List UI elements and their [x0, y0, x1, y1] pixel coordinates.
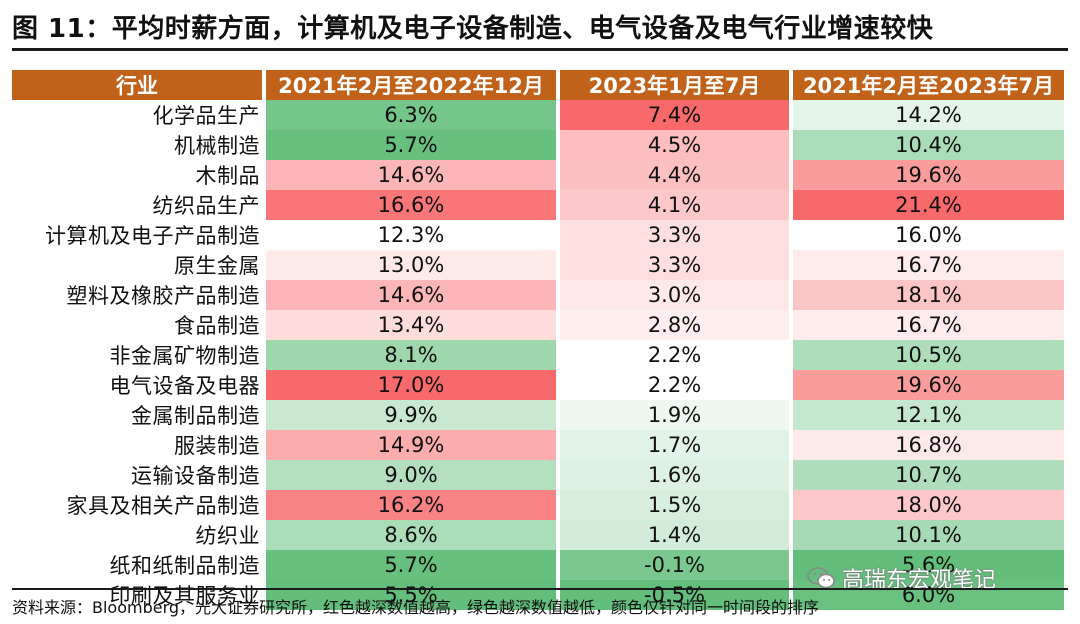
period-3-cell: 10.7%	[789, 460, 1064, 490]
column-header-period-3: 2021年2月至2023年7月	[789, 70, 1064, 100]
period-2-cell: 3.0%	[556, 280, 791, 310]
period-2-cell: 4.5%	[556, 130, 791, 160]
period-2-cell: -0.1%	[556, 550, 791, 580]
period-2-cell: 2.8%	[556, 310, 791, 340]
period-3-cell: 10.1%	[789, 520, 1064, 550]
period-3-cell: 19.6%	[789, 160, 1064, 190]
column-header-period-1: 2021年2月至2022年12月	[262, 70, 558, 100]
period-2-cell: 4.4%	[556, 160, 791, 190]
period-1-cell: 16.2%	[262, 490, 558, 520]
period-3-cell: 21.4%	[789, 190, 1064, 220]
period-2-cell: 2.2%	[556, 340, 791, 370]
footer-rule	[12, 588, 1068, 590]
industry-cell: 电气设备及电器	[109, 374, 260, 398]
industry-cell: 家具及相关产品制造	[66, 494, 260, 518]
period-3-cell: 10.5%	[789, 340, 1064, 370]
period-1-cell: 14.6%	[262, 160, 558, 190]
period-1-cell: 14.6%	[262, 280, 558, 310]
title-rule	[12, 48, 1068, 51]
period-3-cell: 6.0%	[789, 580, 1064, 610]
period-1-cell: 9.9%	[262, 400, 558, 430]
industry-cell: 原生金属	[174, 254, 260, 278]
figure-title: 图 11：平均时薪方面，计算机及电子设备制造、电气设备及电气行业增速较快	[12, 14, 934, 44]
period-3-cell: 18.0%	[789, 490, 1064, 520]
period-3-cell: 10.4%	[789, 130, 1064, 160]
table-row: 纺织品生产 16.6% 4.1% 21.4%	[12, 190, 1064, 220]
period-2-cell: 1.7%	[556, 430, 791, 460]
period-2-cell: 3.3%	[556, 250, 791, 280]
period-1-cell: 9.0%	[262, 460, 558, 490]
table-row: 纸和纸制品制造 5.7% -0.1% 5.6%	[12, 550, 1064, 580]
period-3-cell: 14.2%	[789, 100, 1064, 130]
industry-cell: 塑料及橡胶产品制造	[66, 284, 260, 308]
industry-cell: 食品制造	[174, 314, 260, 338]
table-row: 纺织业 8.6% 1.4% 10.1%	[12, 520, 1064, 550]
period-3-cell: 16.8%	[789, 430, 1064, 460]
period-1-cell: 8.1%	[262, 340, 558, 370]
table-row: 食品制造 13.4% 2.8% 16.7%	[12, 310, 1064, 340]
industry-cell: 纺织品生产	[152, 194, 260, 218]
industry-cell: 纸和纸制品制造	[109, 554, 260, 578]
industry-cell: 木制品	[195, 164, 260, 188]
period-3-cell: 16.0%	[789, 220, 1064, 250]
column-header-industry: 行业	[12, 70, 264, 100]
period-2-cell: 3.3%	[556, 220, 791, 250]
table-row: 塑料及橡胶产品制造 14.6% 3.0% 18.1%	[12, 280, 1064, 310]
period-3-cell: 16.7%	[789, 310, 1064, 340]
table-row: 化学品生产 6.3% 7.4% 14.2%	[12, 100, 1064, 130]
period-2-cell: 1.4%	[556, 520, 791, 550]
industry-cell: 服装制造	[174, 434, 260, 458]
period-1-cell: 12.3%	[262, 220, 558, 250]
table-row: 计算机及电子产品制造 12.3% 3.3% 16.0%	[12, 220, 1064, 250]
table-row: 木制品 14.6% 4.4% 19.6%	[12, 160, 1064, 190]
table-row: 原生金属 13.0% 3.3% 16.7%	[12, 250, 1064, 280]
period-1-cell: 6.3%	[262, 100, 558, 130]
period-2-cell: 4.1%	[556, 190, 791, 220]
period-2-cell: 7.4%	[556, 100, 791, 130]
industry-cell: 机械制造	[174, 134, 260, 158]
period-3-cell: 16.7%	[789, 250, 1064, 280]
period-1-cell: 5.7%	[262, 550, 558, 580]
period-1-cell: 13.0%	[262, 250, 558, 280]
heatmap-table: 行业 2021年2月至2022年12月 2023年1月至7月 2021年2月至2…	[12, 70, 1064, 610]
period-1-cell: 5.7%	[262, 130, 558, 160]
industry-cell: 计算机及电子产品制造	[45, 224, 260, 248]
period-2-cell: 2.2%	[556, 370, 791, 400]
table-header-row: 行业 2021年2月至2022年12月 2023年1月至7月 2021年2月至2…	[12, 70, 1064, 100]
period-1-cell: 13.4%	[262, 310, 558, 340]
table-row: 家具及相关产品制造 16.2% 1.5% 18.0%	[12, 490, 1064, 520]
table-row: 机械制造 5.7% 4.5% 10.4%	[12, 130, 1064, 160]
period-2-cell: 1.9%	[556, 400, 791, 430]
period-2-cell: 1.6%	[556, 460, 791, 490]
table-row: 金属制品制造 9.9% 1.9% 12.1%	[12, 400, 1064, 430]
period-1-cell: 17.0%	[262, 370, 558, 400]
period-1-cell: 8.6%	[262, 520, 558, 550]
table-row: 电气设备及电器 17.0% 2.2% 19.6%	[12, 370, 1064, 400]
period-1-cell: 14.9%	[262, 430, 558, 460]
industry-cell: 纺织业	[195, 524, 260, 548]
table-row: 服装制造 14.9% 1.7% 16.8%	[12, 430, 1064, 460]
table-row: 运输设备制造 9.0% 1.6% 10.7%	[12, 460, 1064, 490]
industry-cell: 非金属矿物制造	[109, 344, 260, 368]
wechat-icon	[807, 567, 835, 589]
column-header-period-2: 2023年1月至7月	[556, 70, 791, 100]
table-row: 非金属矿物制造 8.1% 2.2% 10.5%	[12, 340, 1064, 370]
period-2-cell: 1.5%	[556, 490, 791, 520]
table-body: 化学品生产 6.3% 7.4% 14.2% 机械制造 5.7% 4.5% 10.4% 木制品 14…	[12, 100, 1064, 610]
industry-cell: 运输设备制造	[131, 464, 260, 488]
period-3-cell: 18.1%	[789, 280, 1064, 310]
period-3-cell: 5.6%	[789, 550, 1064, 580]
source-note: 资料来源：Bloomberg，光大证券研究所，红色越深数值越高，绿色越深数值越低…	[12, 598, 820, 617]
period-3-cell: 12.1%	[789, 400, 1064, 430]
period-1-cell: 5.5%	[262, 580, 558, 610]
period-2-cell: -0.5%	[556, 580, 791, 610]
period-1-cell: 16.6%	[262, 190, 558, 220]
industry-cell: 化学品生产	[152, 104, 260, 128]
period-3-cell: 19.6%	[789, 370, 1064, 400]
table-row: 印刷及其服务业 5.5% -0.5% 6.0%	[12, 580, 1064, 610]
industry-cell: 金属制品制造	[131, 404, 260, 428]
